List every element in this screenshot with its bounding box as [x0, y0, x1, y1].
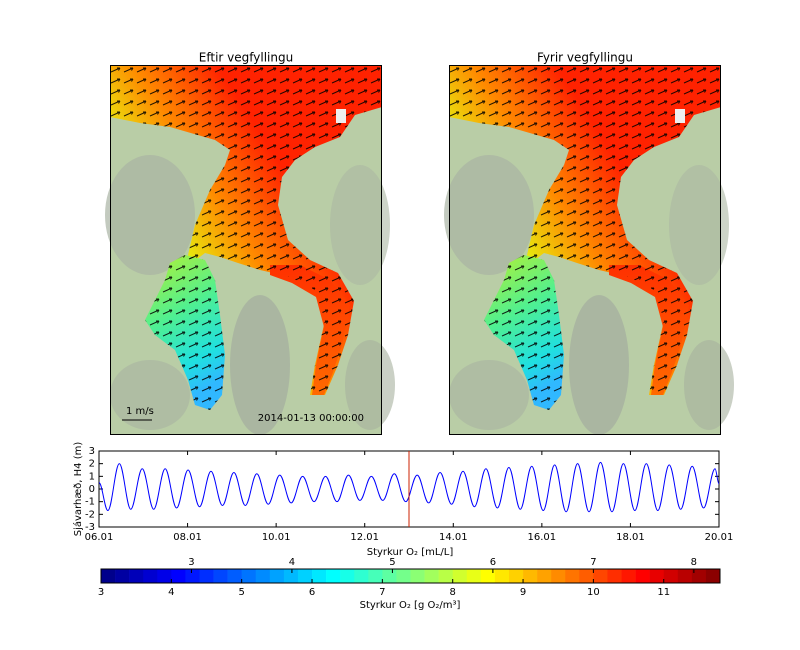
colorbar-block: [129, 569, 144, 583]
colorbar-block: [297, 569, 313, 583]
x-tick-label: 16.01: [528, 532, 557, 543]
colorbar-block: [663, 569, 679, 583]
colorbar-top-tick-label: 3: [188, 557, 194, 568]
colorbar-block: [551, 569, 566, 583]
timestamp: 2014-01-13 00:00:00: [258, 413, 364, 424]
colorbar-block: [579, 569, 594, 583]
x-tick-label: 06.01: [85, 532, 114, 543]
colorbar-block: [396, 569, 411, 583]
colorbar-tick-label: 3: [98, 587, 104, 598]
colorbar-block: [508, 569, 524, 583]
colorbar-block: [607, 569, 622, 583]
colorbar-block: [283, 569, 299, 583]
map-title: Eftir vegfyllingu: [199, 51, 293, 65]
scale-label: 1 m/s: [126, 406, 154, 417]
colorbar-block: [635, 569, 650, 583]
colorbar-top-tick-label: 7: [590, 557, 596, 568]
colorbar-block: [326, 569, 341, 583]
y-tick-label: 2: [89, 459, 95, 470]
colorbar-tick-label: 9: [520, 587, 526, 598]
colorbar-block: [213, 569, 228, 583]
colorbar-block: [677, 569, 693, 583]
y-tick-label: -2: [85, 509, 95, 520]
colorbar-block: [382, 569, 397, 583]
colorbar-block: [340, 569, 355, 583]
colorbar-top-tick-label: 8: [691, 557, 697, 568]
colorbar-top-tick-label: 6: [490, 557, 496, 568]
x-tick-label: 14.01: [439, 532, 468, 543]
colorbar-block: [438, 569, 454, 583]
colorbar-block: [480, 569, 496, 583]
x-tick-label: 10.01: [262, 532, 291, 543]
colorbar-block: [354, 569, 369, 583]
colorbar-block: [621, 569, 636, 583]
colorbar-block: [269, 569, 285, 583]
colorbar-tick-label: 10: [587, 587, 600, 598]
map-panel-right: [443, 64, 735, 436]
colorbar-tick-label: 8: [450, 587, 456, 598]
colorbar-block: [241, 569, 257, 583]
colorbar-block: [143, 569, 158, 583]
y-tick-label: 0: [89, 484, 95, 495]
colorbar-block: [157, 569, 172, 583]
y-tick-label: 1: [89, 471, 95, 482]
x-tick-label: 08.01: [173, 532, 202, 543]
colorbar-block: [410, 569, 425, 583]
x-tick-label: 12.01: [350, 532, 379, 543]
colorbar-tick-label: 7: [379, 587, 385, 598]
colorbar-block: [691, 569, 707, 583]
colorbar-block: [312, 569, 327, 583]
colorbar-block: [101, 569, 116, 583]
colorbar-tick-label: 5: [238, 587, 244, 598]
y-tick-label: -1: [85, 497, 95, 508]
colorbar-label: Styrkur O₂ [g O₂/m³]: [360, 600, 461, 611]
x-tick-label: 20.01: [705, 532, 734, 543]
x-tick-label: 18.01: [616, 532, 645, 543]
colorbar-block: [368, 569, 383, 583]
colorbar-top-label: Styrkur O₂ [mL/L]: [367, 547, 454, 558]
colorbar-block: [494, 569, 510, 583]
colorbar-block: [705, 569, 721, 583]
colorbar-frame: [100, 568, 721, 584]
colorbar-block: [466, 569, 482, 583]
colorbar-tick-label: 11: [657, 587, 670, 598]
y-tick-label: -3: [85, 522, 95, 533]
colorbar-block: [537, 569, 552, 583]
colorbar-top-tick-label: 5: [389, 557, 395, 568]
map-title: Fyrir vegfyllingu: [537, 51, 633, 65]
y-axis-label: Sjávarhæð, H4 (m): [72, 442, 84, 537]
colorbar-block: [565, 569, 580, 583]
map-panel-left: [104, 64, 396, 436]
colorbar-block: [424, 569, 439, 583]
colorbar-block: [452, 569, 468, 583]
colorbar-block: [115, 569, 130, 583]
colorbar-block: [227, 569, 242, 583]
colorbar-block: [523, 569, 538, 583]
y-tick-label: 3: [89, 446, 95, 457]
line-series: [98, 461, 720, 513]
colorbar-tick-label: 4: [168, 587, 174, 598]
colorbar-block: [255, 569, 271, 583]
colorbar-block: [593, 569, 608, 583]
colorbar-block: [199, 569, 214, 583]
colorbar-top-tick-label: 4: [289, 557, 295, 568]
colorbar-block: [171, 569, 186, 583]
colorbar-block: [649, 569, 665, 583]
colorbar-block: [185, 569, 200, 583]
colorbar-tick-label: 6: [309, 587, 315, 598]
